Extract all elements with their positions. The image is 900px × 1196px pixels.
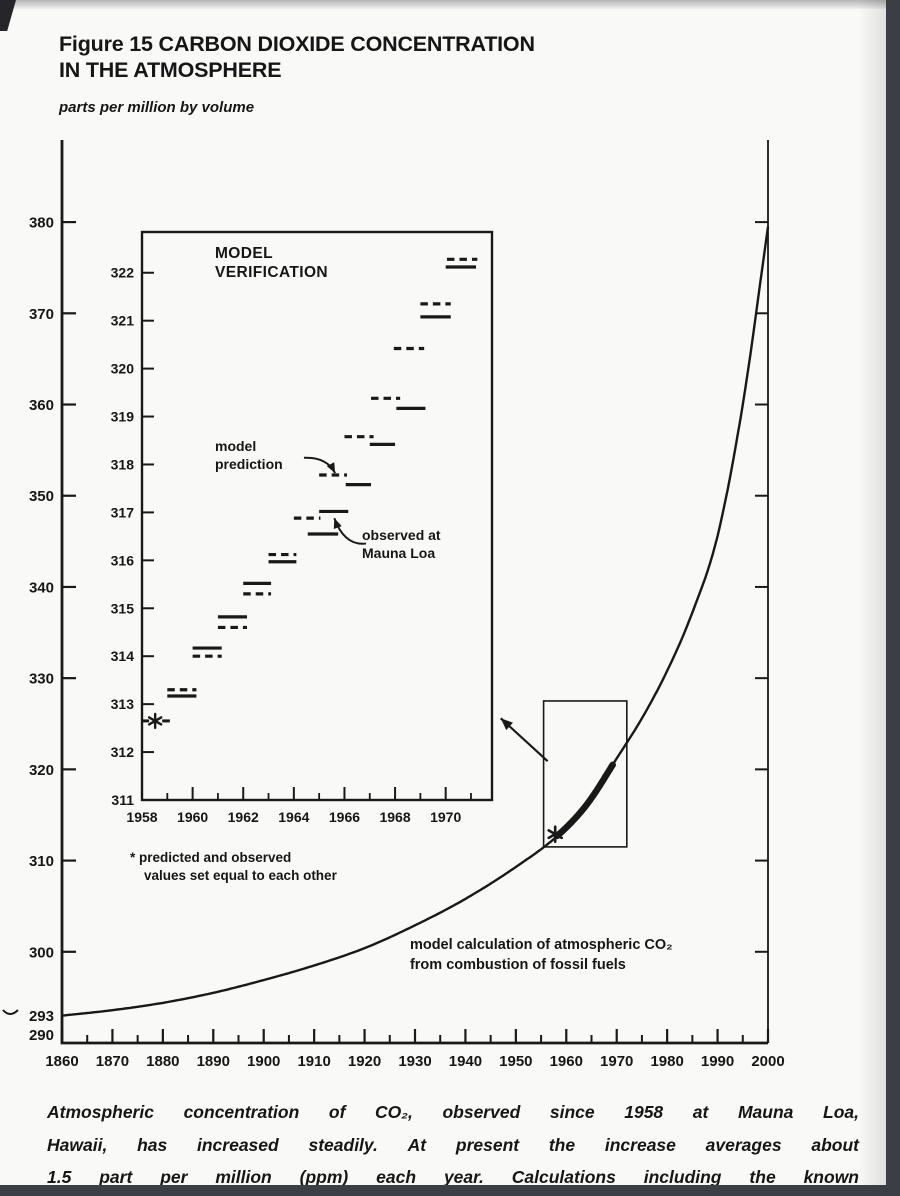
inset-asterisk-marker (147, 712, 163, 730)
annotation-fossil-fuels-line2: from combustion of fossil fuels (410, 957, 626, 973)
y-tick-label: 380 (29, 215, 54, 232)
scan-edge-right (886, 0, 900, 1196)
y-tick-label: 370 (29, 306, 54, 323)
figure-title-line-1: Figure 15 CARBON DIOXIDE CONCENTRATION (59, 32, 535, 56)
observed-label-line2: Mauna Loa (362, 545, 435, 561)
inset-x-tick-label: 1962 (228, 809, 259, 825)
inset-y-tick-label: 316 (111, 552, 135, 568)
inset-y-tick-label: 311 (111, 792, 134, 808)
x-tick-label: 2000 (751, 1053, 784, 1070)
scan-top-strip (0, 0, 900, 9)
scan-edge-shadow (858, 0, 886, 1196)
y-extra-label: 290 (29, 1027, 54, 1044)
x-tick-label: 1920 (348, 1053, 381, 1070)
y-tick-label: 330 (29, 671, 54, 688)
figure-title: Figure 15 CARBON DIOXIDE CONCENTRATION I… (59, 31, 535, 83)
inset-y-tick-label: 313 (111, 696, 135, 712)
y-tick-label: 300 (29, 944, 54, 961)
inset-x-tick-label: 1966 (329, 809, 360, 825)
model-prediction-label-line1: model (215, 438, 256, 454)
figure-caption: Atmospheric concentration of CO₂, observed si… (47, 1102, 859, 1196)
inset-y-tick-label: 318 (111, 456, 135, 472)
y-tick-label: 350 (29, 488, 54, 505)
inset-title-line2: VERIFICATION (215, 264, 328, 281)
x-tick-label: 1990 (701, 1053, 734, 1070)
curve-start-mark (2, 1009, 19, 1015)
inset-link-box (542, 700, 628, 848)
inset-y-tick-label: 317 (111, 504, 135, 520)
inset-x-tick-label: 1958 (126, 809, 157, 825)
x-tick-label: 1910 (297, 1053, 330, 1070)
x-tick-label: 1930 (398, 1053, 431, 1070)
x-tick-label: 1890 (197, 1053, 230, 1070)
y-tick-label: 360 (29, 397, 54, 414)
x-tick-label: 1900 (247, 1053, 280, 1070)
scan-edge-bottom (0, 1185, 900, 1196)
x-tick-label: 1860 (45, 1053, 78, 1070)
inset-y-tick-label: 322 (111, 265, 135, 281)
caption-line: 1.5 part per million (ppm) each year. Calculati… (47, 1167, 859, 1187)
arrowhead (333, 518, 342, 529)
model-prediction-label-line2: prediction (215, 456, 283, 472)
inset-footnote-line1: * predicted and observed (130, 850, 291, 865)
inset-y-tick-label: 319 (111, 409, 135, 425)
arrowhead (500, 718, 513, 731)
annotation-fossil-fuels-line1: model calculation of atmospheric CO₂ (410, 937, 673, 953)
inset-y-tick-label: 314 (111, 648, 135, 664)
inset-y-tick-label: 315 (111, 600, 135, 616)
x-tick-label: 1970 (600, 1053, 633, 1070)
y-extra-label: 293 (29, 1008, 54, 1025)
x-tick-label: 1950 (499, 1053, 532, 1070)
observed-thick-segment (553, 761, 616, 840)
inset-title-line1: MODEL (215, 245, 273, 262)
inset-x-tick-label: 1960 (177, 809, 208, 825)
x-tick-label: 1880 (146, 1053, 179, 1070)
main-curve (61, 226, 770, 1017)
inset-y-tick-label: 321 (111, 313, 135, 329)
inset-y-tick-label: 312 (111, 744, 135, 760)
inset-border (140, 230, 494, 802)
inset-x-tick-label: 1968 (379, 809, 410, 825)
x-tick-label: 1980 (650, 1053, 683, 1070)
inset-x-tick-label: 1970 (430, 809, 461, 825)
arrowhead (326, 462, 336, 474)
x-tick-label: 1870 (96, 1053, 129, 1070)
observed-label-line1: observed at (362, 527, 441, 543)
caption-line: Atmospheric concentration of CO₂, observed si… (47, 1102, 859, 1122)
figure-title-line-2: IN THE ATMOSPHERE (59, 58, 282, 82)
inset-y-tick-label: 320 (111, 361, 135, 377)
main-asterisk-marker (547, 825, 563, 843)
y-tick-label: 320 (29, 762, 54, 779)
inset-x-tick-label: 1964 (278, 809, 309, 825)
y-tick-label: 340 (29, 579, 54, 596)
x-tick-label: 1940 (449, 1053, 482, 1070)
units-label: parts per million by volume (59, 99, 255, 116)
caption-line: Hawaii, has increased steadily. At present the… (47, 1134, 859, 1155)
y-tick-label: 310 (29, 853, 54, 870)
inset-footnote-line2: values set equal to each other (144, 868, 338, 883)
x-tick-label: 1960 (550, 1053, 583, 1070)
